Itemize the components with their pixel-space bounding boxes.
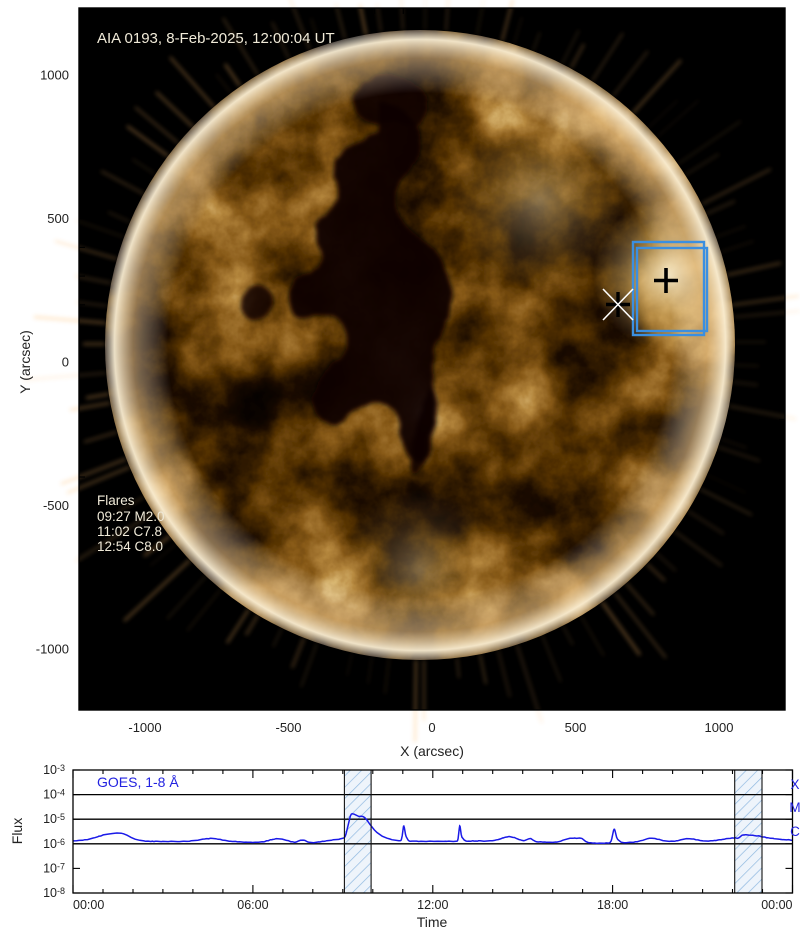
svg-text:500: 500	[565, 720, 587, 735]
svg-text:X (arcsec): X (arcsec)	[400, 743, 464, 759]
svg-text:500: 500	[47, 211, 69, 226]
svg-text:1000: 1000	[705, 720, 734, 735]
svg-text:1000: 1000	[40, 68, 69, 83]
svg-text:-1000: -1000	[36, 642, 69, 657]
svg-text:Time: Time	[417, 914, 448, 930]
svg-text:10-8: 10-8	[43, 886, 65, 900]
svg-text:06:00: 06:00	[237, 898, 268, 912]
svg-text:11:02 C7.8: 11:02 C7.8	[97, 524, 162, 539]
svg-text:X: X	[790, 777, 799, 792]
svg-text:C: C	[790, 824, 800, 839]
svg-text:0: 0	[428, 720, 435, 735]
svg-text:12:54 C8.0: 12:54 C8.0	[97, 539, 163, 554]
svg-text:GOES, 1-8 Å: GOES, 1-8 Å	[97, 774, 179, 790]
svg-text:AIA 0193, 8-Feb-2025, 12:00:04: AIA 0193, 8-Feb-2025, 12:00:04 UT	[97, 30, 335, 47]
svg-text:10-6: 10-6	[43, 837, 65, 851]
svg-text:-500: -500	[275, 720, 301, 735]
svg-text:09:27 M2.0: 09:27 M2.0	[97, 509, 165, 524]
svg-text:10-3: 10-3	[43, 763, 65, 777]
svg-text:00:00: 00:00	[761, 898, 792, 912]
svg-text:Flares: Flares	[97, 493, 135, 508]
svg-text:12:00: 12:00	[417, 898, 448, 912]
svg-text:M: M	[789, 800, 800, 815]
svg-text:10-4: 10-4	[43, 788, 65, 802]
svg-text:-1000: -1000	[128, 720, 161, 735]
svg-text:00:00: 00:00	[73, 898, 104, 912]
svg-text:Flux: Flux	[9, 818, 25, 844]
svg-text:10-5: 10-5	[43, 812, 65, 826]
svg-text:Y (arcsec): Y (arcsec)	[17, 330, 33, 394]
svg-text:10-7: 10-7	[43, 861, 65, 875]
svg-text:-500: -500	[43, 498, 69, 513]
svg-text:18:00: 18:00	[597, 898, 628, 912]
svg-text:0: 0	[62, 355, 69, 370]
